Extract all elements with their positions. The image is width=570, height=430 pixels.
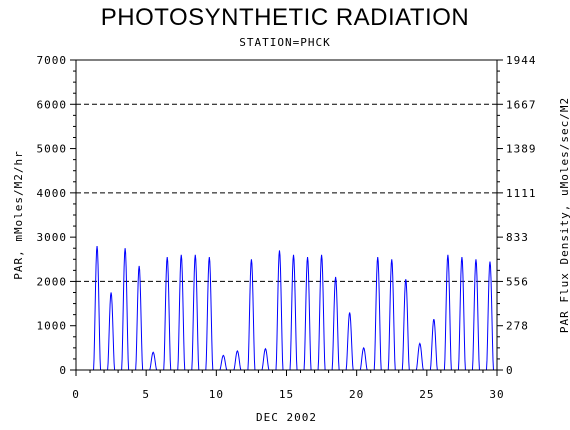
series-line bbox=[90, 245, 497, 371]
y-axis-label: PAR, mMoles/M2/hr bbox=[12, 150, 25, 280]
x-tick-label: 5 bbox=[142, 388, 150, 401]
tick-labels: 0 5 10 15 20 25 300100020003000400050006000700… bbox=[37, 54, 537, 401]
x-axis-label: DEC 2002 bbox=[256, 411, 317, 424]
y-tick-label: 0 bbox=[59, 364, 67, 377]
x-tick-label: 15 bbox=[279, 388, 294, 401]
x-tick-label: 30 bbox=[489, 388, 504, 401]
x-tick-label: 10 bbox=[209, 388, 224, 401]
y-tick-label: 6000 bbox=[37, 98, 68, 111]
y-tick-label: 7000 bbox=[37, 54, 68, 67]
y-tick-label: 3000 bbox=[37, 231, 68, 244]
axis-ticks bbox=[70, 59, 503, 376]
chart-subtitle: STATION=PHCK bbox=[239, 36, 331, 49]
y-tick-label: 1000 bbox=[37, 320, 68, 333]
x-tick-label: 0 bbox=[72, 388, 80, 401]
y-tick-label-right: 1667 bbox=[506, 98, 537, 111]
y-axis-label-right: PAR Flux Density, uMoles/sec/M2 bbox=[558, 97, 570, 333]
series-layer bbox=[90, 245, 497, 371]
y-tick-label-right: 1944 bbox=[506, 54, 537, 67]
x-tick-label: 25 bbox=[419, 388, 434, 401]
chart-title: PHOTOSYNTHETIC RADIATION bbox=[100, 4, 470, 31]
plot-frame bbox=[75, 59, 498, 371]
y-tick-label: 2000 bbox=[37, 275, 68, 288]
y-tick-label-right: 1111 bbox=[506, 187, 537, 200]
y-tick-label-right: 833 bbox=[506, 231, 529, 244]
y-tick-label-right: 1389 bbox=[506, 143, 537, 156]
y-tick-label: 5000 bbox=[37, 143, 68, 156]
grid-lines bbox=[76, 103, 497, 282]
x-tick-label: 20 bbox=[349, 388, 364, 401]
y-tick-label: 4000 bbox=[37, 187, 68, 200]
y-tick-label-right: 0 bbox=[506, 364, 514, 377]
y-tick-label-right: 556 bbox=[506, 275, 529, 288]
y-tick-label-right: 278 bbox=[506, 320, 529, 333]
